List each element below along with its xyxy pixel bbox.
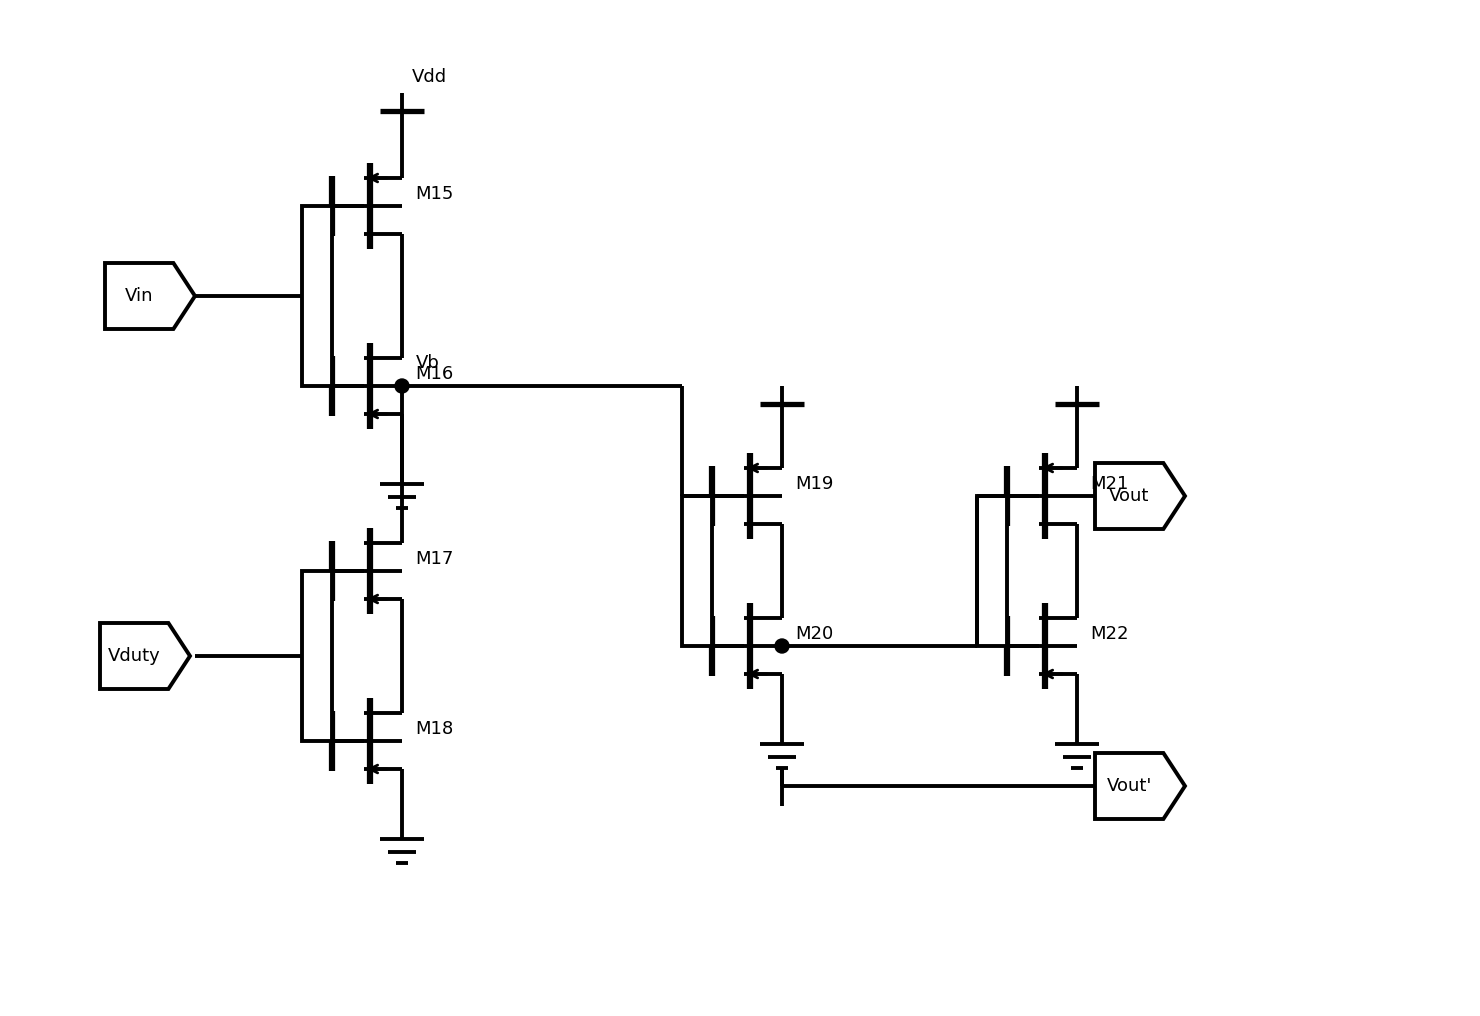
Polygon shape	[105, 263, 195, 329]
Polygon shape	[101, 623, 189, 689]
Text: M19: M19	[795, 475, 833, 493]
Bar	[682, 496, 712, 646]
Bar	[302, 571, 332, 741]
Text: M16: M16	[414, 365, 453, 383]
Bar	[302, 206, 332, 386]
Text: M15: M15	[414, 185, 453, 203]
Text: Vout': Vout'	[1107, 777, 1151, 795]
Polygon shape	[1095, 463, 1185, 529]
Text: Vb: Vb	[416, 354, 440, 372]
Text: Vout: Vout	[1109, 487, 1150, 505]
Text: M18: M18	[414, 720, 453, 738]
Text: M20: M20	[795, 625, 833, 643]
Text: Vduty: Vduty	[108, 647, 160, 665]
Text: M22: M22	[1089, 625, 1128, 643]
Text: M21: M21	[1089, 475, 1128, 493]
Circle shape	[776, 639, 789, 653]
Bar	[977, 496, 1006, 646]
Text: Vdd: Vdd	[411, 68, 447, 86]
Polygon shape	[1095, 753, 1185, 819]
Text: M17: M17	[414, 550, 453, 568]
Text: Vin: Vin	[124, 287, 154, 305]
Circle shape	[395, 379, 408, 393]
